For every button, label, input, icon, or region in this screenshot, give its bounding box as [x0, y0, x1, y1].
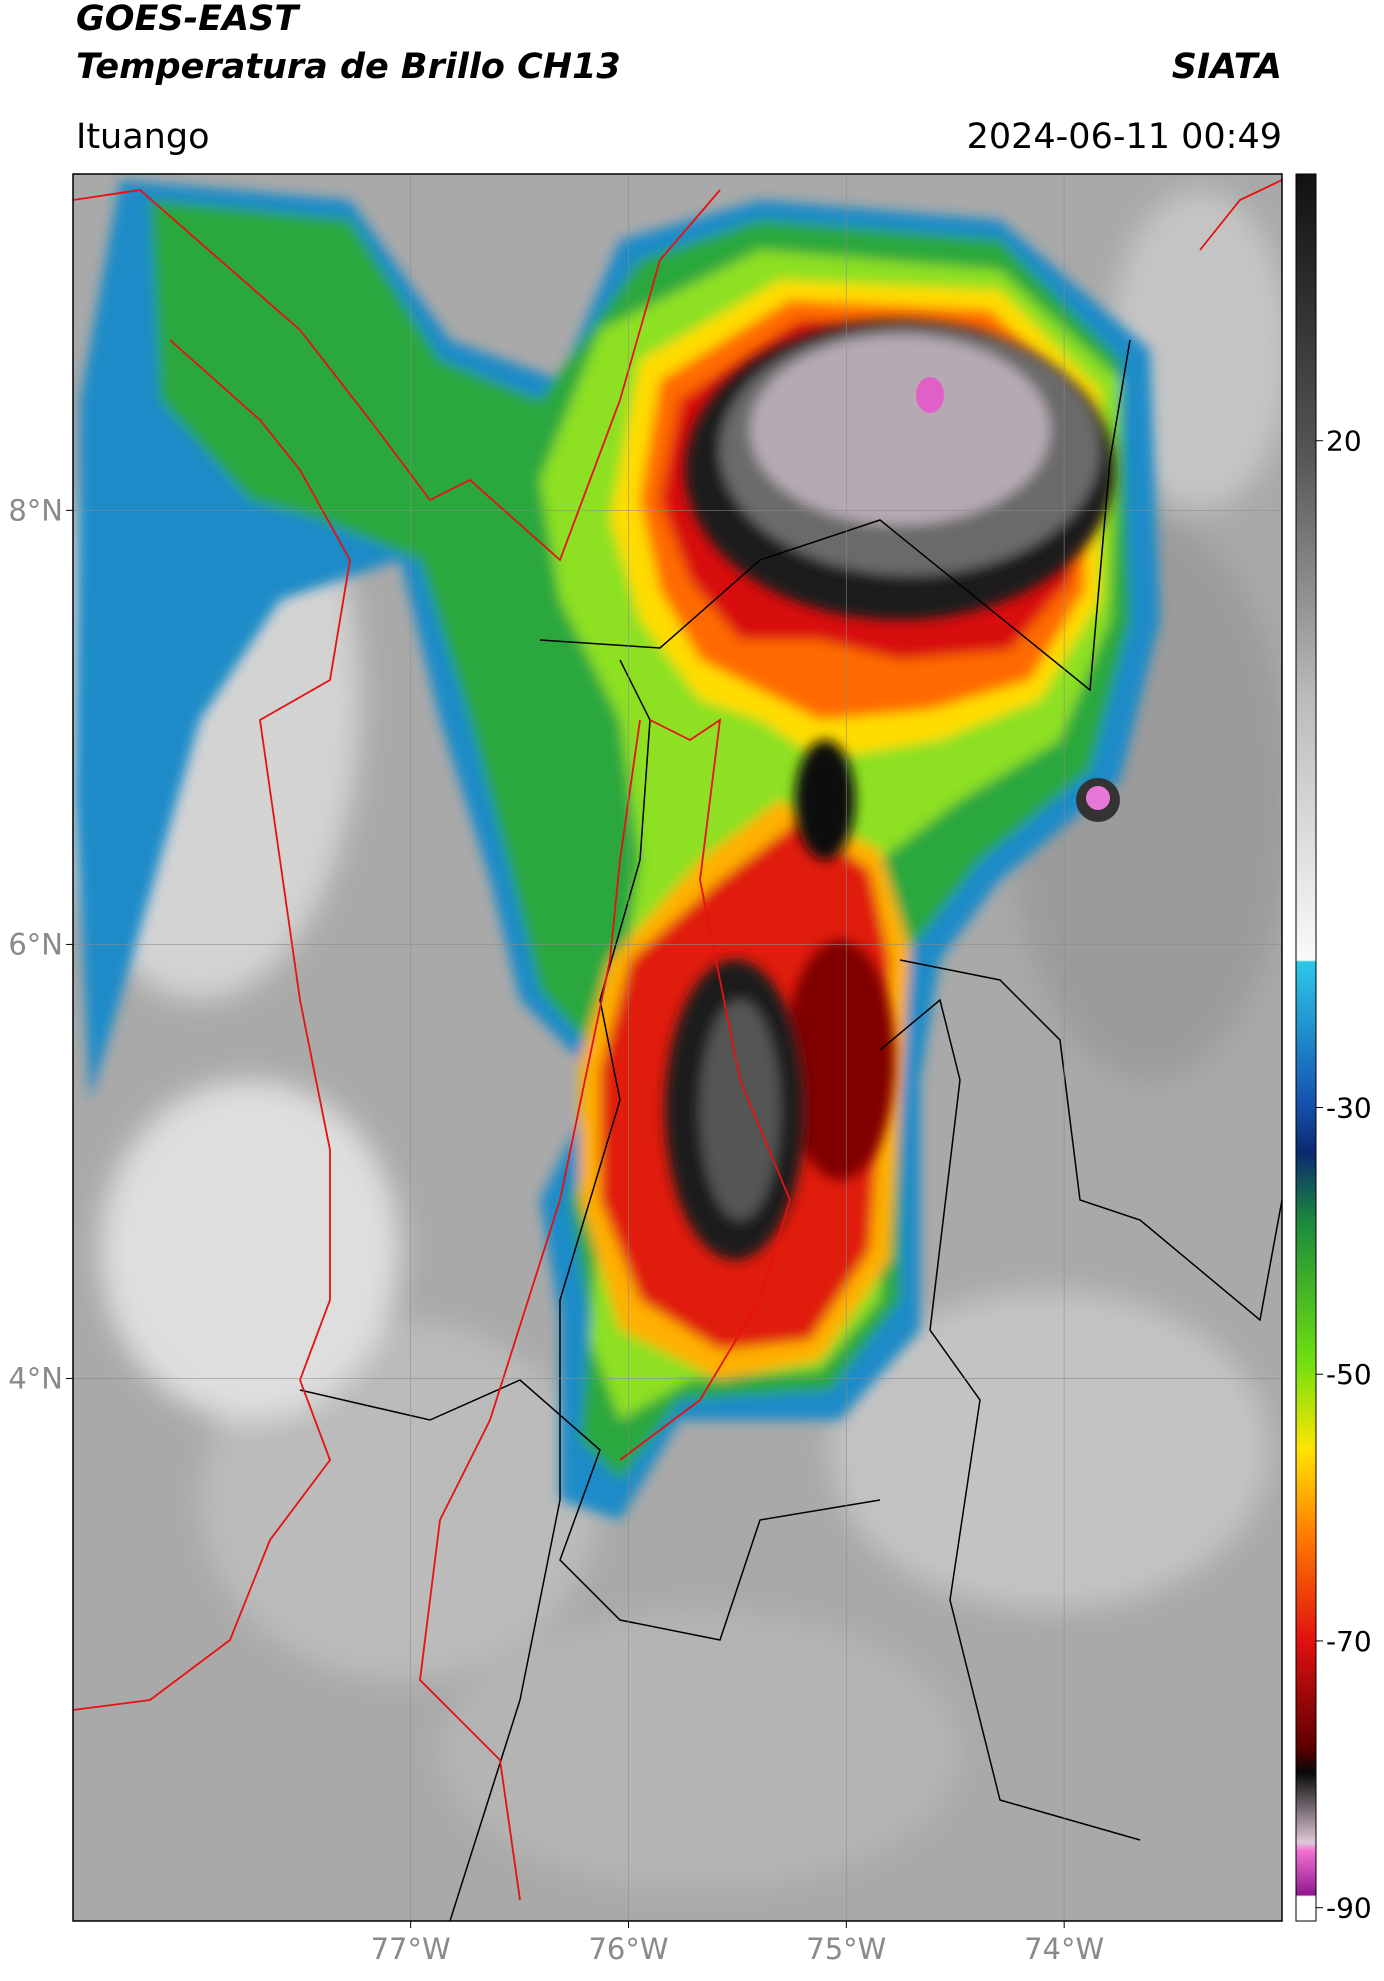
- map-frame: [72, 173, 1283, 1922]
- grid: [73, 174, 1282, 1921]
- x-tick-label: 76°W: [588, 1932, 668, 1966]
- colorbar-tick-label: -50: [1326, 1358, 1372, 1391]
- y-tick-label: 8°N: [8, 493, 63, 527]
- subtitle: Temperatura de Brillo CH13: [76, 47, 621, 87]
- y-tick-label: 4°N: [8, 1361, 63, 1395]
- colorbar-tick-label: 20: [1326, 425, 1362, 458]
- colorbar-tick-label: -30: [1326, 1092, 1372, 1125]
- y-tick-label: 6°N: [8, 927, 63, 961]
- colorbar-tick-label: -70: [1326, 1625, 1372, 1658]
- satellite-image: [73, 174, 1282, 1921]
- colorbar-tick-label: -90: [1326, 1892, 1372, 1925]
- colorbar: [1295, 173, 1317, 1922]
- x-tick-label: 75°W: [806, 1932, 886, 1966]
- x-tick-label: 77°W: [371, 1932, 451, 1966]
- timestamp: 2024-06-11 00:49: [967, 117, 1282, 157]
- title: GOES-EAST: [76, 0, 301, 39]
- credit: SIATA: [1172, 47, 1282, 87]
- location: Ituango: [76, 117, 210, 157]
- x-tick-label: 74°W: [1024, 1932, 1104, 1966]
